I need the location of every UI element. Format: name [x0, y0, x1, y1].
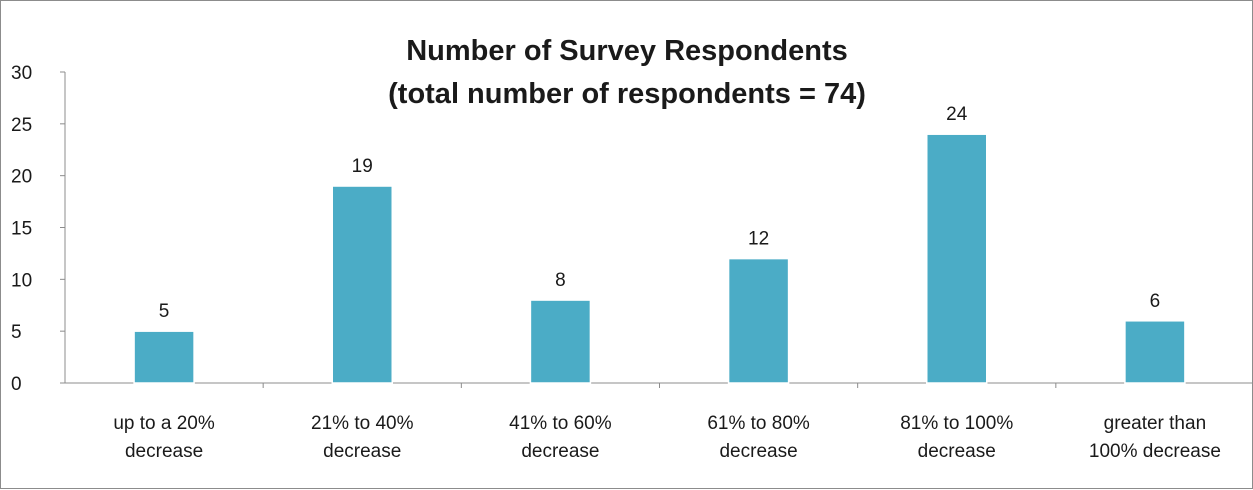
category-label: 61% to 80%	[707, 413, 810, 434]
category-label: decrease	[719, 441, 797, 462]
category-label: decrease	[125, 441, 203, 462]
category-label: decrease	[323, 441, 401, 462]
category-label: decrease	[918, 441, 996, 462]
chart-title-line-2: (total number of respondents = 74)	[388, 78, 866, 110]
data-label: 5	[159, 301, 170, 322]
bars	[133, 133, 1186, 384]
category-label: up to a 20%	[113, 413, 215, 434]
data-label: 12	[748, 229, 769, 250]
bar	[133, 330, 195, 384]
category-label: 100% decrease	[1089, 441, 1221, 462]
category-label: greater than	[1104, 413, 1206, 434]
bar	[331, 185, 393, 384]
bar	[727, 257, 790, 384]
y-tick-label: 5	[11, 322, 22, 343]
y-tick-label: 0	[11, 374, 22, 395]
bar	[1124, 320, 1186, 384]
bar	[529, 299, 592, 384]
category-label: 21% to 40%	[311, 413, 414, 434]
data-label: 19	[352, 156, 373, 177]
y-tick-label: 20	[11, 167, 32, 188]
labels: 5 up to a 20% decrease 19 21% to 40% decrease…	[113, 104, 1221, 462]
category-label: 81% to 100%	[900, 413, 1013, 434]
data-label: 8	[555, 270, 566, 291]
chart-title-line-1: Number of Survey Respondents	[406, 35, 848, 67]
category-label: decrease	[521, 441, 599, 462]
data-label: 6	[1150, 291, 1161, 312]
axes: 0 5 10 15 20 25 30	[11, 63, 1253, 395]
y-tick-label: 15	[11, 219, 32, 240]
y-tick-label: 30	[11, 63, 32, 84]
y-tick-label: 25	[11, 115, 32, 136]
bar	[926, 133, 988, 384]
data-label: 24	[946, 104, 968, 125]
category-label: 41% to 60%	[509, 413, 612, 434]
y-tick-label: 10	[11, 270, 32, 291]
